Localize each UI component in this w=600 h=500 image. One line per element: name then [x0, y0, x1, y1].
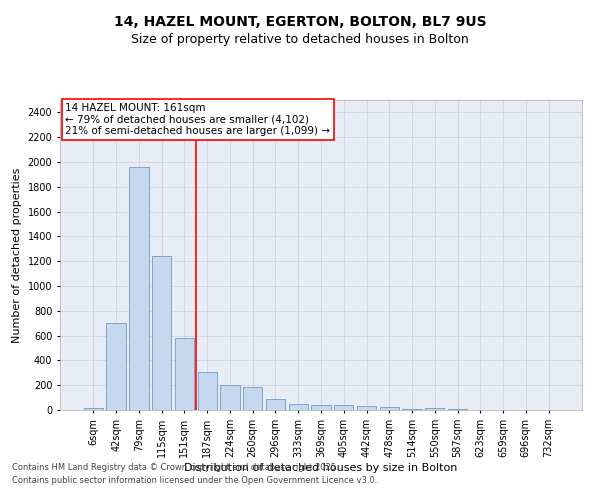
Text: Contains public sector information licensed under the Open Government Licence v3: Contains public sector information licen…	[12, 476, 377, 485]
Text: 14 HAZEL MOUNT: 161sqm
← 79% of detached houses are smaller (4,102)
21% of semi-: 14 HAZEL MOUNT: 161sqm ← 79% of detached…	[65, 103, 330, 136]
Bar	[334, 405, 353, 410]
Bar	[152, 256, 172, 410]
Bar	[380, 407, 399, 410]
Bar	[220, 384, 239, 410]
Bar	[84, 408, 103, 410]
Bar	[197, 372, 217, 410]
Bar	[175, 338, 194, 410]
X-axis label: Distribution of detached houses by size in Bolton: Distribution of detached houses by size …	[184, 462, 458, 472]
Text: 14, HAZEL MOUNT, EGERTON, BOLTON, BL7 9US: 14, HAZEL MOUNT, EGERTON, BOLTON, BL7 9U…	[113, 15, 487, 29]
Text: Contains HM Land Registry data © Crown copyright and database right 2025.: Contains HM Land Registry data © Crown c…	[12, 462, 338, 471]
Text: Size of property relative to detached houses in Bolton: Size of property relative to detached ho…	[131, 32, 469, 46]
Bar	[266, 400, 285, 410]
Bar	[243, 387, 262, 410]
Bar	[129, 167, 149, 410]
Bar	[106, 323, 126, 410]
Bar	[357, 406, 376, 410]
Y-axis label: Number of detached properties: Number of detached properties	[12, 168, 22, 342]
Bar	[289, 404, 308, 410]
Bar	[425, 408, 445, 410]
Bar	[311, 405, 331, 410]
